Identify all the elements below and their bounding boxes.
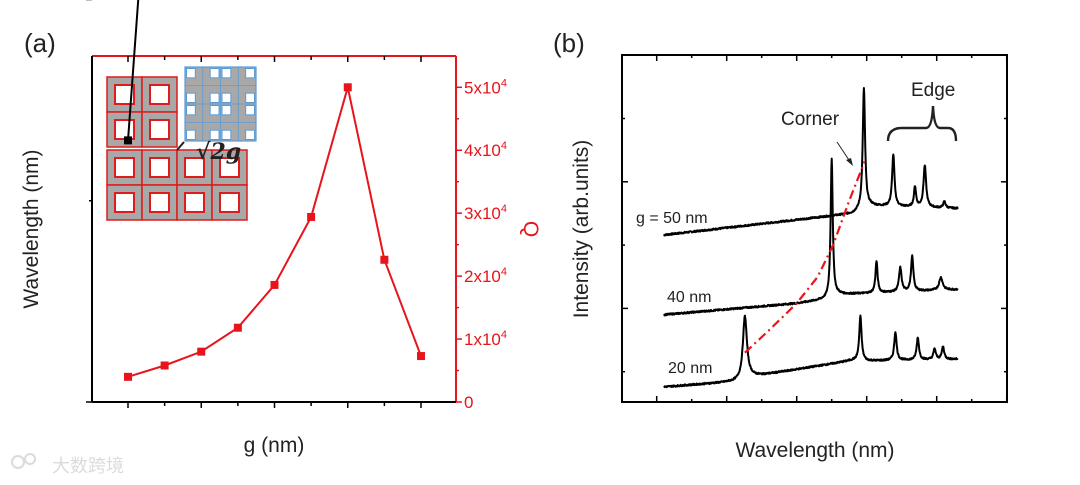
blue-lattice-hole <box>221 68 232 79</box>
blue-lattice-hole <box>221 92 232 103</box>
y2-tick-exp: 4 <box>501 77 507 89</box>
legend-g40: 40 nm <box>667 289 711 306</box>
y2-tick-base: 0 <box>464 393 473 412</box>
unit-cell <box>141 184 178 221</box>
y2-tick-base: 2x10 <box>464 267 501 286</box>
legend-g20: 20 nm <box>668 360 712 377</box>
panel-b-y-label: Intensity (arb.units) <box>570 140 593 319</box>
data-point-wavelength <box>124 136 132 145</box>
data-point-q <box>233 323 242 332</box>
y2-tick-exp: 4 <box>501 266 507 278</box>
data-point-q <box>197 347 206 356</box>
legend-g50: g = 50 nm <box>636 210 708 227</box>
blue-lattice-hole <box>186 68 196 79</box>
panel-a-x-label: g (nm) <box>244 434 305 457</box>
y2-tick-label: 5x104 <box>464 77 507 97</box>
unit-cell-hole <box>114 192 135 213</box>
panel-b-frame <box>621 54 1008 403</box>
watermark: 大数跨境 <box>11 453 124 476</box>
y2-tick-base: 5x10 <box>464 78 501 97</box>
unit-cell-hole <box>219 192 240 213</box>
panel-a-plot <box>124 0 425 381</box>
y2-tick-label: 4x104 <box>464 140 507 160</box>
blue-lattice-hole <box>221 105 232 116</box>
data-point-q <box>124 372 132 381</box>
blue-lattice-hole <box>209 68 220 79</box>
panel-b-axes <box>621 54 1008 403</box>
unit-cell-hole <box>184 192 205 213</box>
y2-tick-exp: 4 <box>501 329 507 341</box>
panel-b-label: (b) <box>553 28 585 58</box>
y2-tick-label: 2x104 <box>464 266 507 286</box>
unit-cell-hole <box>184 157 205 178</box>
data-point-q <box>270 280 279 289</box>
unit-cell-hole <box>219 157 240 178</box>
data-point-q <box>380 255 389 264</box>
panel-b-x-label: Wavelength (nm) <box>735 439 894 462</box>
y2-tick-exp: 4 <box>501 140 507 152</box>
corner-annotation: Corner <box>781 109 840 130</box>
unit-cell-hole <box>114 157 135 178</box>
data-point-q <box>417 352 425 361</box>
blue-lattice-hole <box>245 68 256 79</box>
y2-tick-base: 4x10 <box>464 141 501 160</box>
unit-cell-hole <box>149 84 170 105</box>
lattice-inset <box>106 66 257 221</box>
corner-arrowhead <box>846 158 853 166</box>
y2-tick-exp: 4 <box>501 203 507 215</box>
y2-tick-label: 0 <box>464 393 473 412</box>
panel-a-y-label: Wavelength (nm) <box>20 149 43 308</box>
edge-annotation: Edge <box>911 80 955 101</box>
y2-tick-base: 1x10 <box>464 330 501 349</box>
y2-tick-label: 3x104 <box>464 203 507 223</box>
unit-cell-hole <box>114 84 135 105</box>
edge-brace <box>886 105 958 142</box>
blue-lattice-hole <box>186 92 196 103</box>
blue-lattice-hole <box>209 92 220 103</box>
blue-lattice-hole <box>245 92 256 103</box>
unit-cell-hole <box>149 157 170 178</box>
blue-lattice-hole <box>245 129 256 141</box>
unit-cell-hole <box>149 119 170 140</box>
y2-tick-base: 3x10 <box>464 204 501 223</box>
panel-b-plot <box>663 87 959 389</box>
blue-lattice-hole <box>186 105 196 116</box>
spectrum-g50 <box>663 87 959 237</box>
blue-lattice-hole <box>221 129 232 141</box>
blue-lattice-hole <box>209 129 220 141</box>
blue-lattice-hole <box>186 129 196 141</box>
panel-a-y2-label: Q <box>519 221 542 237</box>
data-point-q <box>160 361 169 370</box>
corner-trend-curve <box>744 161 866 354</box>
unit-cell-hole <box>149 192 170 213</box>
y2-tick-label: 1x104 <box>464 329 507 349</box>
data-point-q <box>343 83 352 92</box>
inset-gap-label: √2g <box>196 139 241 165</box>
panel-a-label: (a) <box>24 28 56 58</box>
blue-lattice-hole <box>245 105 256 116</box>
blue-lattice-hole <box>209 105 220 116</box>
unit-cell-hole <box>114 119 135 140</box>
gap-arrow <box>176 141 185 151</box>
watermark-text: 大数跨境 <box>52 456 124 476</box>
spectrum-g40 <box>663 157 959 317</box>
data-point-q <box>307 212 316 221</box>
spectrum-g20 <box>663 314 959 389</box>
